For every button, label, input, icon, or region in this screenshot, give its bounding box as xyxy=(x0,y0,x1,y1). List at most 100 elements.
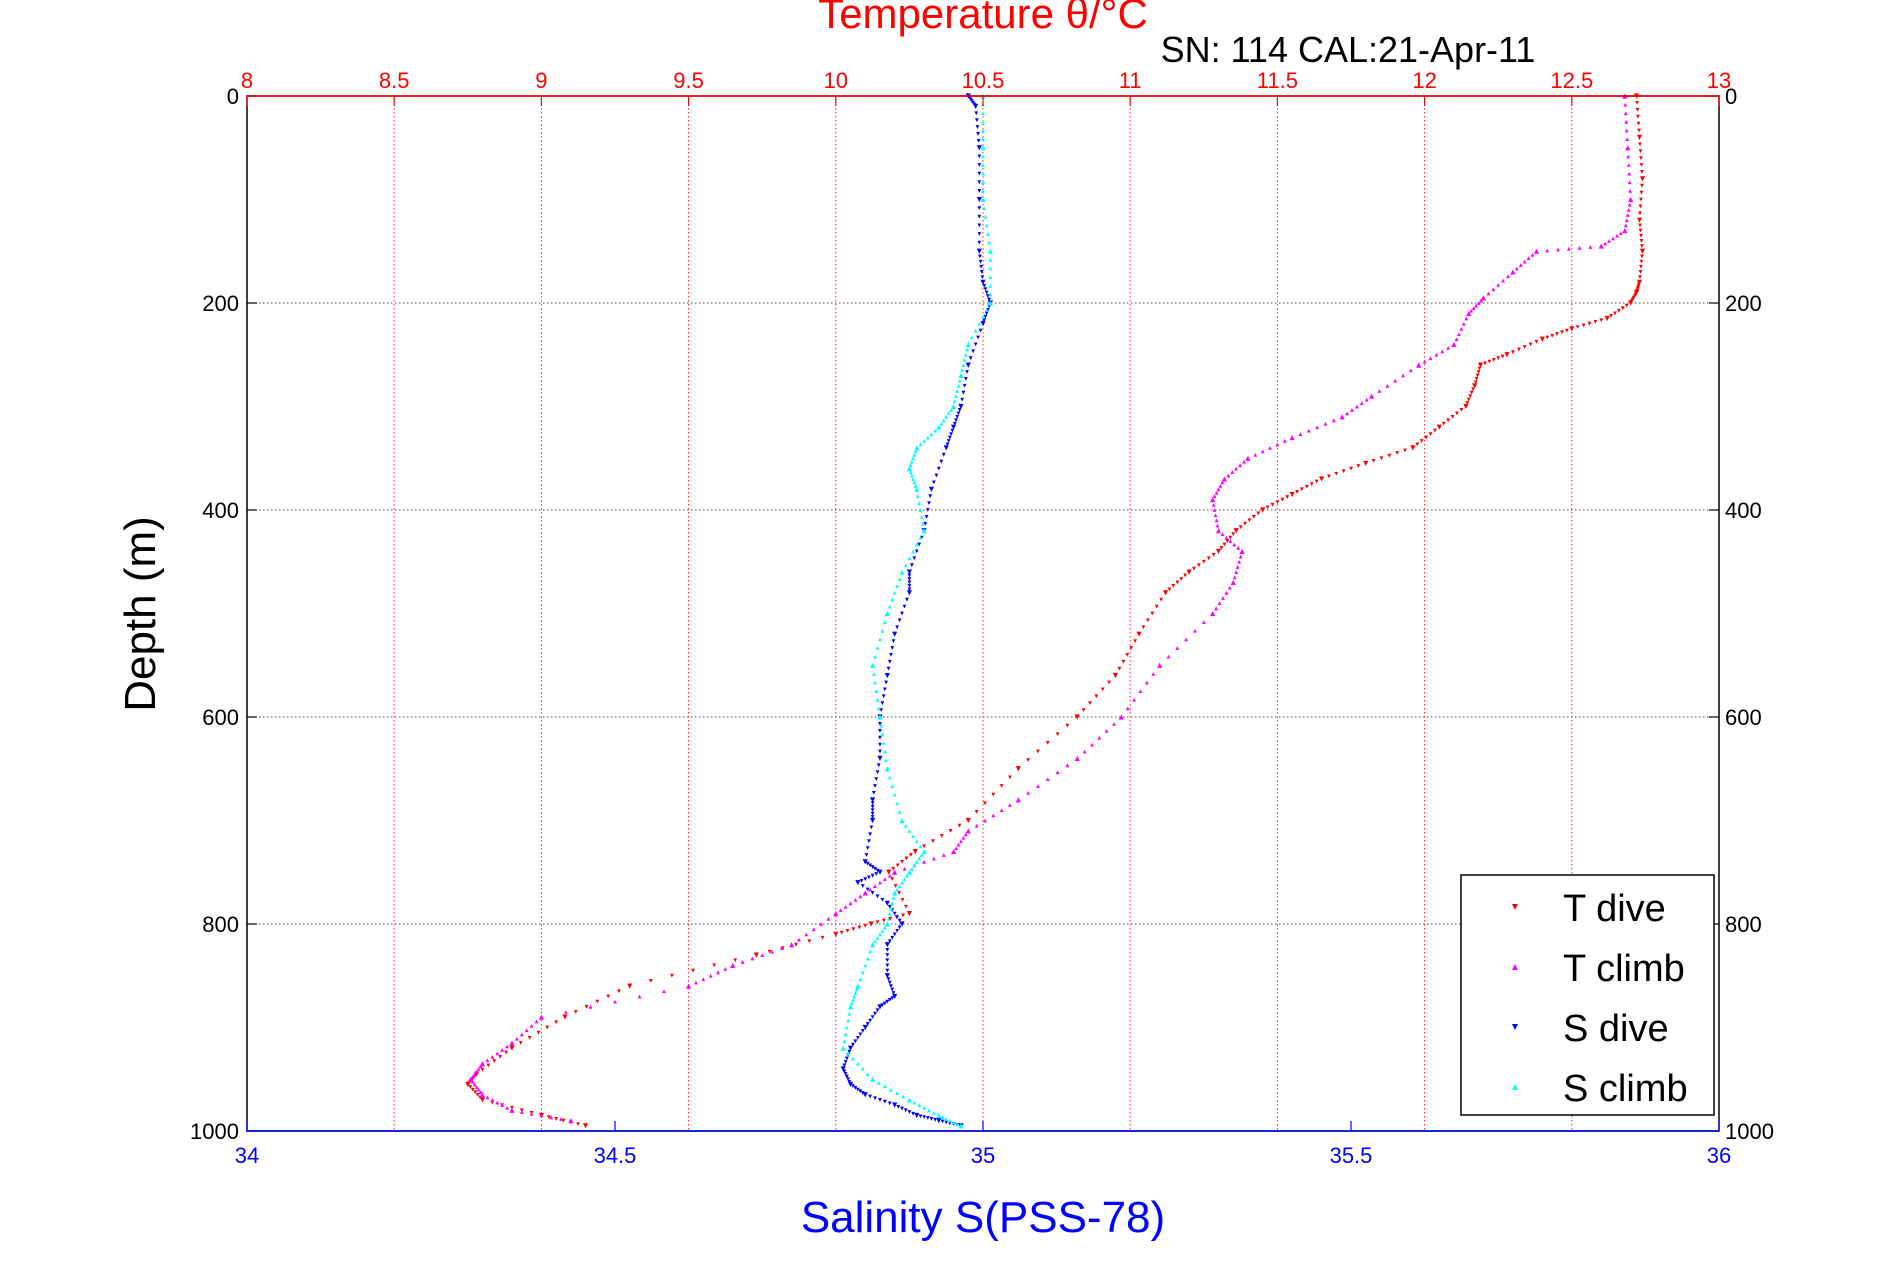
data-point-fill xyxy=(908,463,913,468)
data-point-fill xyxy=(919,853,924,857)
data-point xyxy=(1215,528,1222,534)
data-point-fill xyxy=(885,999,890,1004)
x-top-tick-label: 10.5 xyxy=(962,68,1005,93)
data-point-fill xyxy=(875,894,880,899)
data-point-fill xyxy=(847,1011,852,1016)
data-point-fill xyxy=(895,915,900,919)
data-point-fill xyxy=(934,473,939,478)
data-point-fill xyxy=(947,435,952,440)
data-point-fill xyxy=(1465,401,1470,405)
data-point-fill xyxy=(1587,321,1592,326)
data-point-fill xyxy=(1090,742,1094,747)
data-point xyxy=(965,817,971,824)
data-point xyxy=(980,196,986,203)
data-point xyxy=(958,1123,964,1129)
x-bottom-tick-label: 34.5 xyxy=(594,1143,637,1168)
data-point-fill xyxy=(922,1115,927,1120)
data-point-fill xyxy=(1215,523,1220,528)
data-point-fill xyxy=(914,542,919,547)
data-point-fill xyxy=(857,925,862,930)
data-point-fill xyxy=(1107,680,1112,685)
data-point-fill xyxy=(811,927,816,932)
data-point-fill xyxy=(1454,337,1459,342)
data-point-fill xyxy=(957,408,962,412)
data-point-fill xyxy=(902,866,907,871)
data-point-fill xyxy=(1214,606,1218,611)
data-point-fill xyxy=(939,459,944,464)
data-point-fill xyxy=(912,863,917,868)
data-point-fill xyxy=(981,180,985,185)
data-point xyxy=(509,1040,515,1046)
data-point-fill xyxy=(492,1059,497,1064)
data-point-fill xyxy=(1184,637,1189,642)
data-point-fill xyxy=(1624,303,1629,308)
data-point-fill xyxy=(962,383,967,388)
data-point-fill xyxy=(891,991,896,995)
data-point xyxy=(1233,528,1239,534)
data-point-fill xyxy=(870,873,875,878)
data-point-fill xyxy=(912,480,917,485)
data-point-fill xyxy=(851,998,855,1002)
data-point-fill xyxy=(957,823,962,828)
data-point-fill xyxy=(931,839,935,844)
data-point-fill xyxy=(878,1098,882,1102)
data-point xyxy=(921,848,927,855)
data-point-fill xyxy=(876,706,881,711)
data-point-fill xyxy=(981,188,985,193)
data-point-fill xyxy=(977,163,982,167)
data-point-fill xyxy=(1479,298,1483,303)
data-point-fill xyxy=(887,939,892,944)
data-point xyxy=(1230,579,1236,586)
data-point-fill xyxy=(595,999,600,1004)
data-point xyxy=(884,942,890,948)
data-point-fill xyxy=(470,1074,475,1079)
data-point-fill xyxy=(889,653,893,657)
data-point-fill xyxy=(750,956,755,961)
data-point-fill xyxy=(1450,414,1455,419)
data-point-fill xyxy=(1145,618,1150,623)
legend-marker xyxy=(1512,904,1518,910)
data-point-fill xyxy=(1550,333,1555,338)
data-point-fill xyxy=(767,949,772,954)
data-point-fill xyxy=(941,452,946,457)
data-point-fill xyxy=(1613,311,1617,316)
data-point xyxy=(686,983,692,989)
data-point-fill xyxy=(981,154,985,159)
data-point-fill xyxy=(940,1115,945,1120)
data-point-fill xyxy=(855,1035,860,1040)
data-point-fill xyxy=(860,1091,865,1095)
data-point-fill xyxy=(984,308,989,312)
data-point xyxy=(877,869,883,875)
data-point-fill xyxy=(882,749,887,754)
data-point-fill xyxy=(1455,411,1459,416)
data-point-fill xyxy=(955,414,960,419)
data-point-fill xyxy=(867,875,871,880)
data-point-fill xyxy=(844,1056,849,1061)
data-point xyxy=(928,486,935,492)
data-point-fill xyxy=(897,925,902,930)
data-point-fill xyxy=(868,1018,873,1023)
data-point-fill xyxy=(875,646,880,650)
data-point-fill xyxy=(1609,314,1613,318)
data-point-fill xyxy=(1206,556,1211,561)
data-point-fill xyxy=(882,1001,887,1006)
y-tick-label-right: 400 xyxy=(1725,498,1762,523)
data-point-fill xyxy=(853,1085,858,1090)
data-point-fill xyxy=(973,328,978,333)
data-point-fill xyxy=(946,411,951,416)
data-point-fill xyxy=(1575,325,1580,330)
data-point-fill xyxy=(1516,347,1521,352)
data-point-fill xyxy=(977,180,982,185)
data-point-fill xyxy=(839,930,844,935)
data-point-fill xyxy=(1222,542,1227,547)
data-point-fill xyxy=(875,920,880,925)
data-point-fill xyxy=(470,1087,475,1092)
data-point-fill xyxy=(527,1035,532,1040)
data-point-fill xyxy=(900,897,905,902)
data-point-fill xyxy=(858,1032,863,1037)
data-point xyxy=(892,631,898,637)
data-point-fill xyxy=(1545,248,1550,253)
data-point xyxy=(627,983,633,989)
data-point-fill xyxy=(865,861,870,866)
data-point-fill xyxy=(907,828,912,833)
